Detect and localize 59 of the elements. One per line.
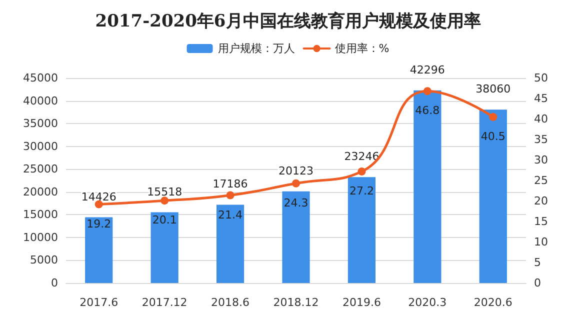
data-label: 46.8 xyxy=(415,104,440,118)
y2-tick-label: 45 xyxy=(534,92,548,105)
y2-tick-label: 10 xyxy=(534,236,548,248)
x-tick-label: 2017.12 xyxy=(142,296,188,309)
y-tick-label: 40000 xyxy=(23,94,58,108)
data-label: 38060 xyxy=(476,82,511,96)
data-label: 23246 xyxy=(344,150,380,164)
y-tick-label: 10000 xyxy=(23,230,58,244)
y2-tick-label: 15 xyxy=(534,215,548,228)
y2-tick-label: 0 xyxy=(534,276,541,290)
legend-label: 使用率：% xyxy=(334,42,390,55)
bar xyxy=(414,90,442,283)
y-tick-label: 20000 xyxy=(23,185,58,198)
point xyxy=(358,167,366,176)
y-tick-label: 35000 xyxy=(23,117,58,130)
data-label: 15518 xyxy=(147,185,182,198)
x-tick-label: 2019.6 xyxy=(342,296,381,309)
bar xyxy=(85,217,113,283)
bar xyxy=(479,110,507,283)
y2-tick-label: 20 xyxy=(534,194,548,208)
data-label: 21.4 xyxy=(218,208,243,222)
data-label: 42296 xyxy=(410,63,445,76)
x-tick-label: 2018.6 xyxy=(211,296,250,309)
point xyxy=(292,179,300,188)
data-label: 20.1 xyxy=(152,214,177,227)
x-tick-label: 2020.6 xyxy=(474,296,512,309)
chart-title: 2017-2020年6月中国在线教育用户规模及使用率 xyxy=(95,10,481,32)
point xyxy=(226,191,234,200)
point xyxy=(160,196,169,205)
data-label: 40.5 xyxy=(480,130,506,143)
y-tick-label: 25000 xyxy=(23,162,58,176)
y2-tick-label: 40 xyxy=(534,112,548,126)
legend-label: 用户规模：万人 xyxy=(218,42,295,55)
point xyxy=(489,112,498,121)
data-label: 14426 xyxy=(81,190,116,204)
data-label: 17186 xyxy=(212,178,248,191)
data-label: 19.2 xyxy=(86,217,112,230)
point xyxy=(94,200,103,208)
y-tick-label: 45000 xyxy=(23,72,58,84)
y2-tick-label: 35 xyxy=(534,133,548,146)
bar xyxy=(150,212,178,283)
y2-tick-label: 50 xyxy=(534,72,548,84)
y2-tick-label: 25 xyxy=(534,174,548,187)
data-label: 20123 xyxy=(278,164,314,178)
y-tick-label: 5000 xyxy=(30,254,58,267)
x-tick-label: 2018.12 xyxy=(273,296,319,309)
y-tick-label: 15000 xyxy=(23,208,58,222)
bar xyxy=(282,191,310,283)
bar xyxy=(348,177,376,283)
data-label: 27.2 xyxy=(349,184,374,198)
x-tick-label: 2020.3 xyxy=(408,296,447,309)
data-label: 24.3 xyxy=(284,196,308,210)
y-tick-label: 0 xyxy=(51,276,58,290)
y2-tick-label: 5 xyxy=(534,256,541,269)
y-tick-label: 30000 xyxy=(23,140,58,153)
point xyxy=(423,87,432,96)
x-tick-label: 2017.6 xyxy=(80,296,118,309)
y2-tick-label: 30 xyxy=(534,154,548,166)
bar xyxy=(216,204,244,283)
